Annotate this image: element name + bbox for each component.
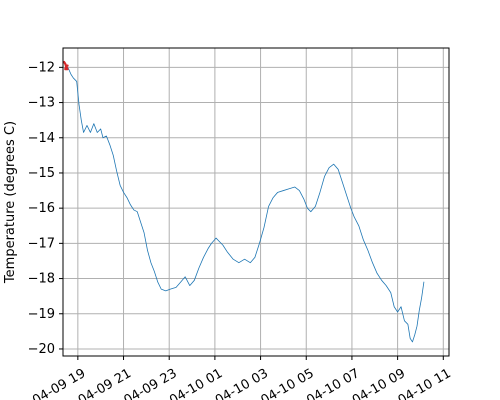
temperature-series-line: [63, 61, 425, 343]
y-tick-label: −15: [28, 166, 55, 181]
y-tick-label: −16: [28, 201, 55, 216]
y-tick-label: −18: [28, 272, 55, 287]
y-axis-label: Temperature (degrees C): [3, 121, 18, 284]
y-tick-label: −17: [28, 236, 55, 251]
y-tick-label: −20: [28, 342, 55, 357]
y-tick-label: −19: [28, 307, 55, 322]
y-tick-label: −12: [28, 60, 55, 75]
y-tick-label: −14: [28, 131, 55, 146]
highlight-series-line: [63, 60, 69, 71]
plot-frame: [62, 47, 450, 357]
x-tick-label: 04-10 11: [396, 366, 454, 400]
y-axis: −12 −13 −14 −15 −16 −17 −18 −19 −20: [28, 60, 63, 357]
series-layer: [63, 60, 425, 343]
grid: [63, 48, 449, 356]
y-tick-label: −13: [28, 96, 55, 111]
